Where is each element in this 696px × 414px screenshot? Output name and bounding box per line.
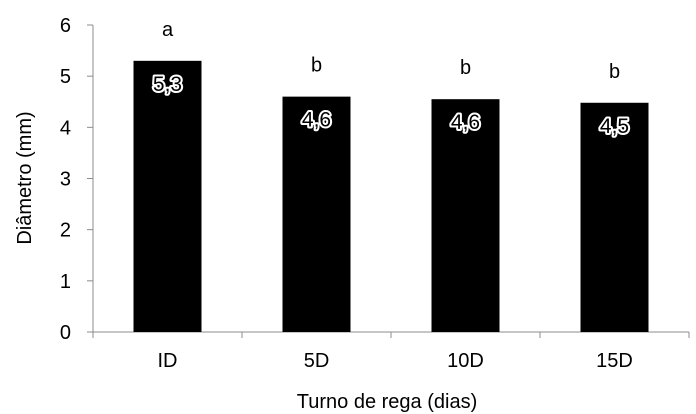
x-axis-title: Turno de rega (dias) xyxy=(297,391,477,413)
data-label-10D: 4,6 xyxy=(451,111,480,134)
bar-5D xyxy=(282,96,351,332)
y-tick-label: 3 xyxy=(60,169,71,191)
significance-letters: a b b b xyxy=(162,19,620,83)
significance-letter-5D: b xyxy=(311,55,322,77)
y-tick-label: 0 xyxy=(60,322,71,344)
x-tick-label-5D: 5D xyxy=(304,350,330,372)
y-axis: 0 1 2 3 4 5 6 xyxy=(60,15,94,344)
x-tick-label-10D: 10D xyxy=(447,350,484,372)
y-tick-label: 2 xyxy=(60,220,71,242)
bars: 5,3 4,6 4,6 4,5 xyxy=(133,60,649,333)
bar-ID xyxy=(133,60,202,333)
y-tick-label: 5 xyxy=(60,66,71,88)
significance-letter-ID: a xyxy=(162,19,174,41)
y-tick-label: 6 xyxy=(60,15,71,37)
bar-10D xyxy=(431,99,500,332)
significance-letter-15D: b xyxy=(609,61,620,83)
x-tick-label-15D: 15D xyxy=(596,350,633,372)
y-axis-title: Diâmetro (mm) xyxy=(14,111,36,244)
x-axis: ID 5D 10D 15D xyxy=(92,331,690,372)
data-label-15D: 4,5 xyxy=(600,115,629,138)
data-label-ID: 5,3 xyxy=(153,73,182,96)
y-tick-label: 4 xyxy=(60,117,71,139)
significance-letter-10D: b xyxy=(460,57,471,79)
data-label-5D: 4,6 xyxy=(302,109,331,132)
x-tick-label-ID: ID xyxy=(158,350,178,372)
y-tick-label: 1 xyxy=(60,271,71,293)
bar-15D xyxy=(580,102,649,332)
